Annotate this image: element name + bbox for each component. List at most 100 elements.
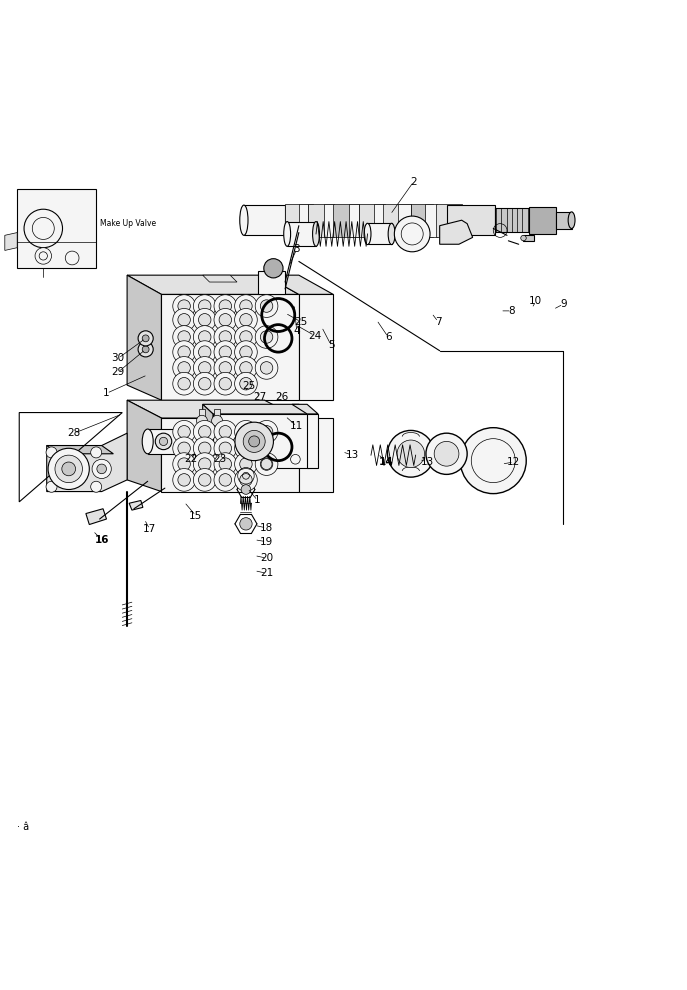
Circle shape [214, 295, 236, 318]
Circle shape [387, 431, 434, 477]
Circle shape [172, 356, 195, 379]
Circle shape [240, 361, 252, 374]
Text: 20: 20 [260, 553, 273, 563]
Text: 21: 21 [260, 568, 273, 578]
Circle shape [178, 300, 190, 312]
Polygon shape [299, 204, 308, 237]
Circle shape [240, 314, 252, 326]
Circle shape [240, 377, 252, 390]
Circle shape [35, 248, 52, 264]
Circle shape [521, 236, 526, 241]
Text: 23: 23 [213, 454, 227, 464]
Circle shape [178, 443, 190, 454]
Polygon shape [285, 204, 313, 237]
Circle shape [219, 300, 232, 312]
Circle shape [178, 377, 190, 390]
Circle shape [261, 458, 272, 469]
Circle shape [194, 372, 216, 395]
Text: 26: 26 [275, 392, 289, 403]
Circle shape [214, 341, 236, 363]
Circle shape [199, 426, 211, 438]
Circle shape [256, 356, 278, 379]
Circle shape [260, 426, 273, 438]
Polygon shape [447, 205, 495, 236]
Polygon shape [529, 207, 556, 234]
Circle shape [291, 454, 300, 464]
Polygon shape [214, 409, 220, 420]
Circle shape [240, 346, 252, 358]
Text: 25: 25 [242, 381, 256, 391]
Circle shape [219, 426, 232, 438]
Text: 27: 27 [253, 392, 267, 403]
Circle shape [65, 251, 79, 265]
Text: 16: 16 [94, 535, 109, 544]
Circle shape [194, 356, 216, 379]
Circle shape [199, 361, 211, 374]
Circle shape [178, 314, 190, 326]
Polygon shape [47, 446, 113, 453]
Circle shape [178, 361, 190, 374]
Circle shape [172, 372, 195, 395]
Polygon shape [299, 294, 333, 400]
Text: 19: 19 [260, 537, 273, 546]
Polygon shape [203, 404, 309, 414]
Circle shape [219, 346, 232, 358]
Circle shape [235, 422, 273, 460]
Circle shape [460, 428, 526, 494]
Text: · â: · â [17, 823, 30, 833]
Circle shape [256, 326, 278, 348]
Polygon shape [86, 509, 106, 525]
Circle shape [214, 309, 236, 331]
Ellipse shape [388, 224, 395, 245]
Circle shape [172, 309, 195, 331]
Polygon shape [5, 233, 17, 250]
Circle shape [234, 468, 257, 491]
Text: 5: 5 [328, 341, 335, 350]
Text: 12: 12 [507, 457, 521, 467]
Polygon shape [292, 404, 318, 414]
Circle shape [172, 341, 195, 363]
Circle shape [256, 295, 278, 318]
Circle shape [178, 473, 190, 486]
Polygon shape [161, 418, 299, 492]
Circle shape [178, 346, 190, 358]
Polygon shape [308, 204, 332, 237]
Circle shape [219, 473, 232, 486]
Circle shape [194, 421, 216, 444]
Polygon shape [17, 189, 96, 268]
Circle shape [24, 209, 63, 248]
Polygon shape [495, 208, 529, 233]
Circle shape [240, 457, 252, 470]
Circle shape [172, 326, 195, 348]
Polygon shape [199, 409, 205, 420]
Polygon shape [127, 400, 161, 492]
Circle shape [199, 300, 211, 312]
Circle shape [397, 440, 425, 467]
Polygon shape [307, 414, 318, 467]
Circle shape [55, 455, 82, 483]
Circle shape [241, 485, 251, 494]
Polygon shape [244, 205, 285, 236]
Circle shape [214, 468, 236, 491]
Text: 28: 28 [67, 428, 81, 439]
Polygon shape [161, 294, 299, 400]
Polygon shape [299, 418, 333, 492]
Polygon shape [398, 204, 411, 237]
Text: 15: 15 [189, 511, 203, 521]
Circle shape [196, 416, 207, 427]
Ellipse shape [240, 205, 248, 236]
Polygon shape [324, 204, 334, 237]
Circle shape [194, 341, 216, 363]
Circle shape [138, 331, 153, 346]
Circle shape [172, 295, 195, 318]
Circle shape [194, 326, 216, 348]
Circle shape [214, 421, 236, 444]
Circle shape [178, 331, 190, 344]
Circle shape [260, 300, 273, 312]
Circle shape [212, 416, 223, 427]
Circle shape [249, 436, 260, 446]
Circle shape [212, 454, 221, 464]
Circle shape [260, 331, 273, 344]
Polygon shape [383, 204, 411, 237]
Circle shape [260, 361, 273, 374]
